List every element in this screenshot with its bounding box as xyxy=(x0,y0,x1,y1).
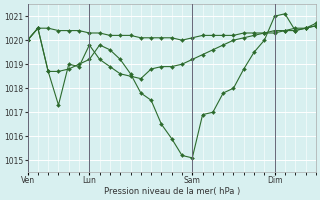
X-axis label: Pression niveau de la mer( hPa ): Pression niveau de la mer( hPa ) xyxy=(104,187,240,196)
